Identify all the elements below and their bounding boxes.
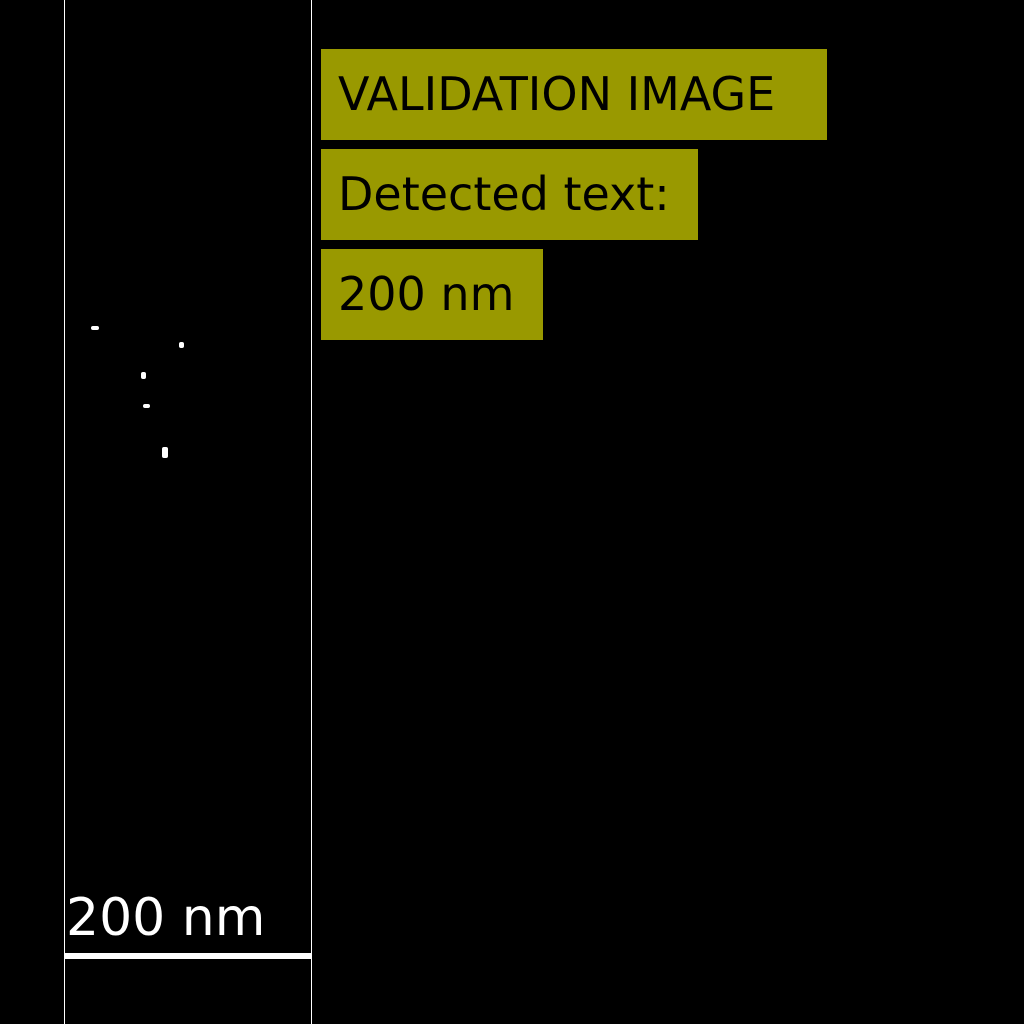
particle-speck [143, 404, 150, 408]
validation-title: VALIDATION IMAGE [321, 49, 827, 140]
image-panel-right-border [311, 0, 312, 1024]
particle-speck [91, 326, 99, 330]
detected-text-heading: Detected text: [321, 149, 698, 240]
image-panel-left-border [64, 0, 65, 1024]
scale-bar-label: 200 nm [66, 888, 266, 948]
scale-bar [64, 953, 311, 959]
particle-speck [162, 447, 168, 458]
particle-speck [141, 372, 146, 379]
particle-speck [179, 342, 184, 348]
detected-text-value: 200 nm [321, 249, 543, 340]
